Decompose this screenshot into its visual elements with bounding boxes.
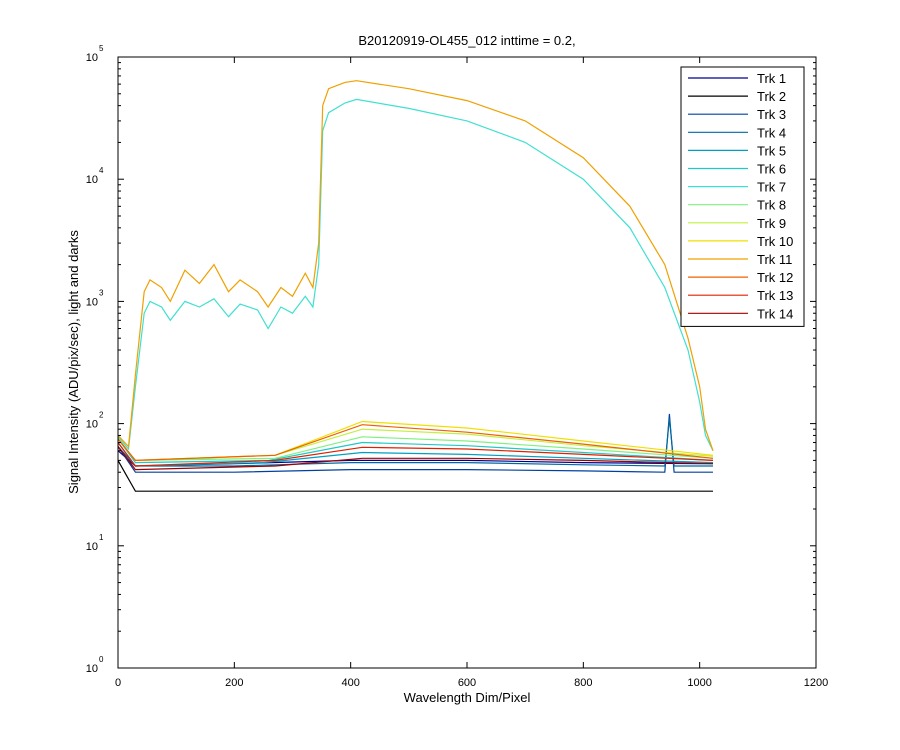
legend-label: Trk 8	[757, 198, 786, 213]
y-tick-label-base: 10	[86, 174, 98, 186]
legend-label: Trk 3	[757, 107, 786, 122]
x-axis-label: Wavelength Dim/Pixel	[404, 690, 531, 705]
legend-label: Trk 12	[757, 270, 793, 285]
x-tick-label: 1000	[687, 677, 711, 689]
legend-label: Trk 14	[757, 306, 793, 321]
legend: Trk 1 Trk 2 Trk 3 Trk 4 Trk 5 Trk 6 Trk 7 Trk 8…	[680, 66, 805, 327]
chart-title: B20120919-OL455_012 inttime = 0.2,	[358, 33, 575, 48]
y-tick-label-base: 10	[86, 296, 98, 308]
y-tick-label-exponent: 3	[99, 288, 104, 297]
x-tick-label: 600	[458, 677, 476, 689]
x-tick-label: 1200	[804, 677, 828, 689]
y-tick-label-base: 10	[86, 541, 98, 553]
legend-label: Trk 7	[757, 180, 786, 195]
y-tick-label-exponent: 5	[99, 44, 104, 53]
x-tick-label: 800	[574, 677, 592, 689]
series-line-trk-2	[117, 460, 713, 492]
legend-label: Trk 4	[757, 125, 786, 140]
series-line-trk-14	[117, 446, 714, 471]
series-line-trk-4	[117, 418, 713, 467]
legend-label: Trk 9	[757, 216, 786, 231]
x-tick-label: 0	[115, 677, 121, 689]
legend-label: Trk 11	[757, 252, 792, 267]
y-tick-label-base: 10	[86, 663, 98, 675]
x-tick-label: 200	[225, 677, 243, 689]
y-axis-label: Signal Intensity (ADU/pix/sec), light an…	[66, 230, 81, 494]
y-tick-label-exponent: 2	[99, 411, 104, 420]
series-line-trk-7	[117, 98, 714, 451]
y-tick-label-exponent: 1	[99, 533, 104, 542]
legend-label: Trk 6	[757, 162, 786, 177]
legend-label: Trk 13	[757, 288, 793, 303]
series-line-trk-12	[117, 424, 714, 462]
legend-label: Trk 1	[757, 71, 786, 86]
legend-label: Trk 10	[757, 234, 793, 249]
series-layer	[117, 80, 714, 492]
series-line-trk-13	[117, 442, 714, 467]
legend-box	[680, 66, 805, 327]
legend-label: Trk 2	[757, 89, 786, 104]
x-axis-ticks: 0 200 400 600 800 1000 1200	[115, 57, 828, 689]
series-line-trk-6	[117, 438, 714, 464]
y-tick-label-base: 10	[86, 419, 98, 431]
y-tick-label-exponent: 0	[99, 655, 104, 664]
legend-label: Trk 5	[757, 143, 786, 158]
series-line-trk-11	[117, 80, 714, 451]
x-tick-label: 400	[341, 677, 359, 689]
y-tick-label-base: 10	[86, 52, 98, 64]
y-tick-label-exponent: 4	[99, 166, 104, 175]
